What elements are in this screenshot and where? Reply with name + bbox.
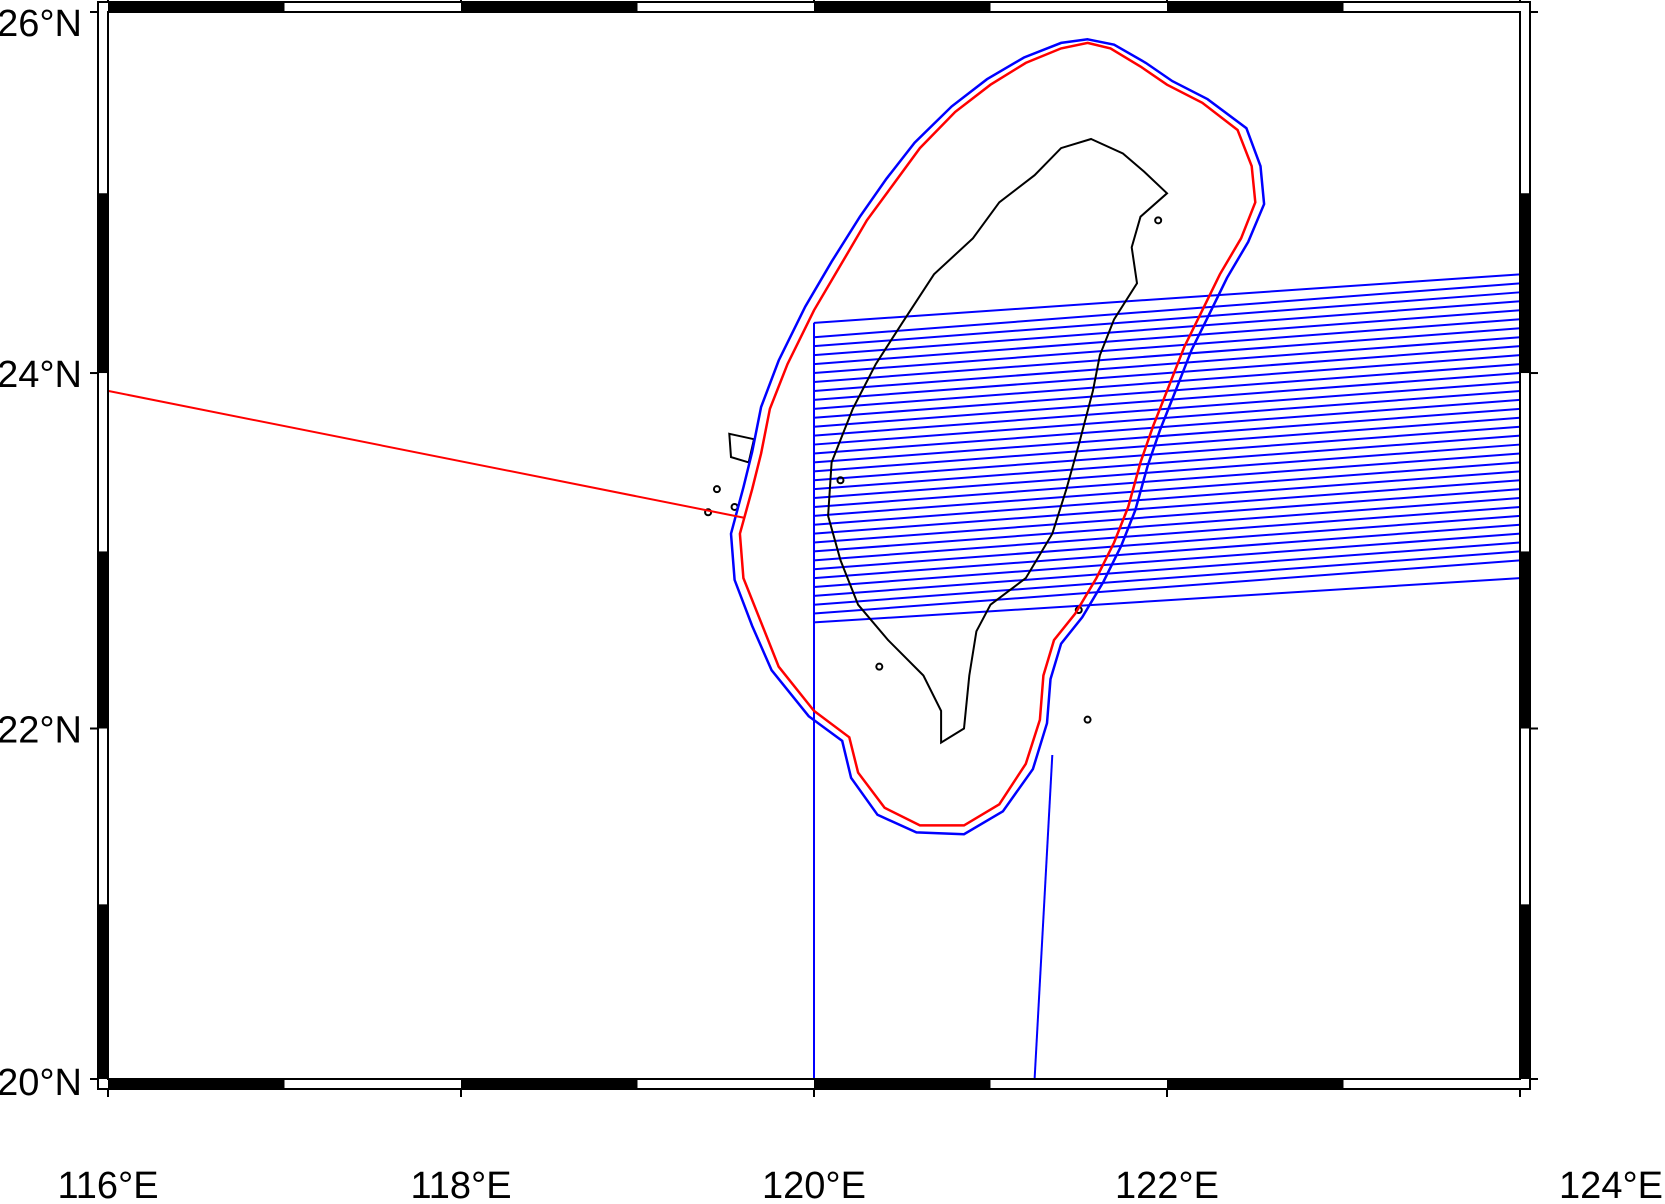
lat-tick-label: 20°N bbox=[0, 1062, 82, 1104]
blue-track-line bbox=[813, 309, 1521, 366]
lat-tick-label: 26°N bbox=[0, 3, 82, 45]
frame-bar-top bbox=[461, 2, 638, 12]
boundaries bbox=[729, 38, 1266, 836]
frame-bar-top bbox=[1167, 2, 1344, 12]
blue-track-line bbox=[813, 523, 1521, 580]
blue-track-line bbox=[813, 389, 1521, 446]
blue-boundary bbox=[729, 38, 1266, 836]
blue-track-line bbox=[813, 407, 1521, 464]
small-island bbox=[1154, 216, 1163, 225]
taiwan-coastline bbox=[827, 137, 1169, 745]
lat-tick-label: 24°N bbox=[0, 354, 82, 396]
lon-tick-label: 124°E bbox=[1559, 1165, 1663, 1204]
blue-track-line bbox=[813, 532, 1521, 588]
blue-track-line bbox=[813, 497, 1521, 553]
small-island bbox=[836, 476, 845, 485]
frame-bar-left bbox=[98, 193, 108, 374]
small-island bbox=[704, 508, 713, 517]
blue-track-line bbox=[813, 550, 1521, 606]
blue-diagonal-track bbox=[1033, 754, 1054, 1080]
frame-bar-bottom bbox=[108, 1079, 285, 1089]
blue-track-line bbox=[813, 559, 1521, 615]
lon-tick-label: 118°E bbox=[410, 1165, 511, 1204]
red-track bbox=[107, 389, 744, 519]
blue-track-line bbox=[813, 479, 1521, 535]
frame-bar-left bbox=[98, 904, 108, 1079]
frame-bar-bottom bbox=[1167, 1079, 1344, 1089]
blue-track-line bbox=[813, 425, 1521, 482]
lat-tick-label: 22°N bbox=[0, 710, 82, 752]
blue-track-line bbox=[813, 372, 1521, 428]
red-boundary bbox=[738, 41, 1257, 827]
blue-track-line bbox=[813, 577, 1521, 624]
blue-track-line bbox=[813, 354, 1521, 410]
blue-track-line bbox=[813, 470, 1521, 526]
blue-track-line bbox=[813, 291, 1521, 348]
blue-track-line bbox=[813, 380, 1521, 437]
frame-bar-bottom bbox=[814, 1079, 991, 1089]
blue-track-line bbox=[813, 416, 1521, 473]
blue-track-line bbox=[813, 282, 1521, 339]
red-track-line bbox=[107, 389, 744, 519]
blue-track-line bbox=[813, 461, 1521, 517]
small-island bbox=[875, 662, 884, 671]
blue-track-line bbox=[813, 398, 1521, 455]
blue-track-line bbox=[813, 434, 1521, 491]
blue-track-line bbox=[813, 273, 1521, 324]
blue-track-line bbox=[813, 505, 1521, 562]
frame-bar-bottom bbox=[461, 1079, 638, 1089]
blue-track-line bbox=[813, 443, 1521, 500]
blue-track-line bbox=[813, 300, 1521, 357]
lon-tick-label: 116°E bbox=[57, 1165, 158, 1204]
frame-bar-top bbox=[814, 2, 991, 12]
blue-track-line bbox=[813, 514, 1521, 571]
map-frame bbox=[90, 0, 1538, 1097]
frame-bar-left bbox=[98, 551, 108, 729]
blue-track-line bbox=[813, 318, 1521, 375]
small-island bbox=[1083, 715, 1092, 724]
frame-bar-right bbox=[1520, 551, 1530, 729]
blue-track-line bbox=[813, 327, 1521, 383]
blue-track-line bbox=[813, 452, 1521, 508]
frame-bar-right bbox=[1520, 904, 1530, 1079]
blue-track-line bbox=[813, 541, 1521, 597]
frame-bar-top bbox=[108, 2, 285, 12]
lon-tick-label: 122°E bbox=[1115, 1165, 1219, 1204]
blue-survey-tracks bbox=[813, 273, 1521, 1080]
frame-bar-right bbox=[1520, 193, 1530, 374]
blue-track-line bbox=[813, 336, 1521, 392]
blue-track-line bbox=[813, 488, 1521, 544]
small-island bbox=[712, 485, 721, 494]
lon-tick-label: 120°E bbox=[762, 1165, 866, 1204]
blue-track-line bbox=[813, 345, 1521, 401]
axis-labels: 116°E 118°E 120°E 122°E 124°E 20°N 22°N 24°N 26°… bbox=[0, 3, 1663, 1204]
